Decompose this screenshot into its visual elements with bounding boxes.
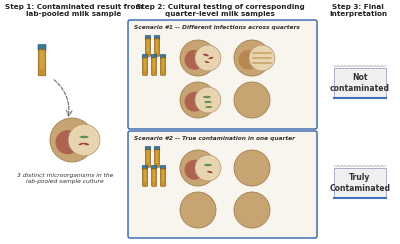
Ellipse shape	[203, 96, 211, 98]
Circle shape	[234, 192, 270, 228]
Circle shape	[180, 150, 216, 186]
Ellipse shape	[205, 106, 212, 108]
Ellipse shape	[204, 101, 212, 103]
Circle shape	[234, 150, 270, 186]
FancyBboxPatch shape	[154, 35, 160, 40]
FancyBboxPatch shape	[160, 165, 166, 170]
FancyBboxPatch shape	[334, 168, 386, 198]
FancyBboxPatch shape	[156, 40, 158, 52]
Circle shape	[56, 130, 80, 154]
Text: Step 3: Final
Interpretation: Step 3: Final Interpretation	[329, 4, 387, 17]
Ellipse shape	[208, 57, 214, 59]
FancyBboxPatch shape	[40, 51, 44, 69]
FancyBboxPatch shape	[145, 146, 151, 151]
FancyBboxPatch shape	[142, 168, 148, 186]
Circle shape	[184, 160, 204, 180]
Circle shape	[184, 50, 204, 70]
FancyBboxPatch shape	[162, 59, 164, 71]
Text: Step 2: Cultural testing of corresponding
quarter-level milk samples: Step 2: Cultural testing of correspondin…	[136, 4, 304, 17]
FancyBboxPatch shape	[160, 168, 166, 186]
FancyBboxPatch shape	[160, 54, 166, 59]
FancyBboxPatch shape	[147, 40, 149, 52]
Text: Not
contaminated: Not contaminated	[330, 73, 390, 93]
Text: Truly
Contaminated: Truly Contaminated	[330, 173, 390, 193]
Text: 3 distinct microorganisms in the
lab-pooled sample culture: 3 distinct microorganisms in the lab-poo…	[17, 173, 113, 184]
Circle shape	[238, 50, 258, 70]
FancyBboxPatch shape	[144, 170, 146, 182]
FancyBboxPatch shape	[128, 131, 317, 238]
FancyBboxPatch shape	[153, 170, 155, 182]
Circle shape	[50, 118, 94, 162]
Circle shape	[195, 155, 221, 181]
FancyBboxPatch shape	[160, 57, 166, 75]
FancyBboxPatch shape	[334, 68, 386, 98]
FancyBboxPatch shape	[154, 39, 160, 56]
Circle shape	[249, 45, 275, 71]
FancyBboxPatch shape	[154, 149, 160, 167]
FancyBboxPatch shape	[162, 170, 164, 182]
Ellipse shape	[80, 136, 89, 138]
FancyBboxPatch shape	[152, 168, 156, 186]
FancyBboxPatch shape	[142, 165, 148, 170]
FancyBboxPatch shape	[146, 39, 150, 56]
Text: Scenario #1 -- Different infections across quarters: Scenario #1 -- Different infections acro…	[134, 25, 300, 30]
FancyBboxPatch shape	[146, 149, 150, 167]
FancyBboxPatch shape	[38, 44, 46, 51]
FancyBboxPatch shape	[144, 59, 146, 71]
FancyBboxPatch shape	[156, 151, 158, 163]
Text: Step 1: Contaminated result from
lab-pooled milk sample: Step 1: Contaminated result from lab-poo…	[5, 4, 143, 17]
Circle shape	[180, 40, 216, 76]
Ellipse shape	[207, 171, 213, 173]
FancyBboxPatch shape	[142, 57, 148, 75]
Circle shape	[184, 92, 204, 112]
Text: Scenario #2 -- True contamination in one quarter: Scenario #2 -- True contamination in one…	[134, 136, 295, 141]
Ellipse shape	[204, 61, 209, 63]
FancyBboxPatch shape	[142, 54, 148, 59]
FancyBboxPatch shape	[153, 59, 155, 71]
Circle shape	[68, 124, 100, 156]
FancyBboxPatch shape	[147, 151, 149, 163]
Circle shape	[234, 82, 270, 118]
Ellipse shape	[203, 54, 209, 56]
Circle shape	[195, 87, 221, 113]
Circle shape	[180, 192, 216, 228]
FancyBboxPatch shape	[128, 20, 317, 129]
FancyBboxPatch shape	[152, 57, 156, 75]
FancyBboxPatch shape	[151, 165, 157, 170]
Ellipse shape	[78, 143, 84, 145]
Ellipse shape	[83, 143, 89, 145]
FancyBboxPatch shape	[145, 35, 151, 40]
Circle shape	[195, 45, 221, 71]
Ellipse shape	[204, 164, 212, 166]
FancyBboxPatch shape	[38, 49, 46, 76]
FancyBboxPatch shape	[154, 146, 160, 151]
Circle shape	[180, 82, 216, 118]
Circle shape	[234, 40, 270, 76]
FancyBboxPatch shape	[151, 54, 157, 59]
